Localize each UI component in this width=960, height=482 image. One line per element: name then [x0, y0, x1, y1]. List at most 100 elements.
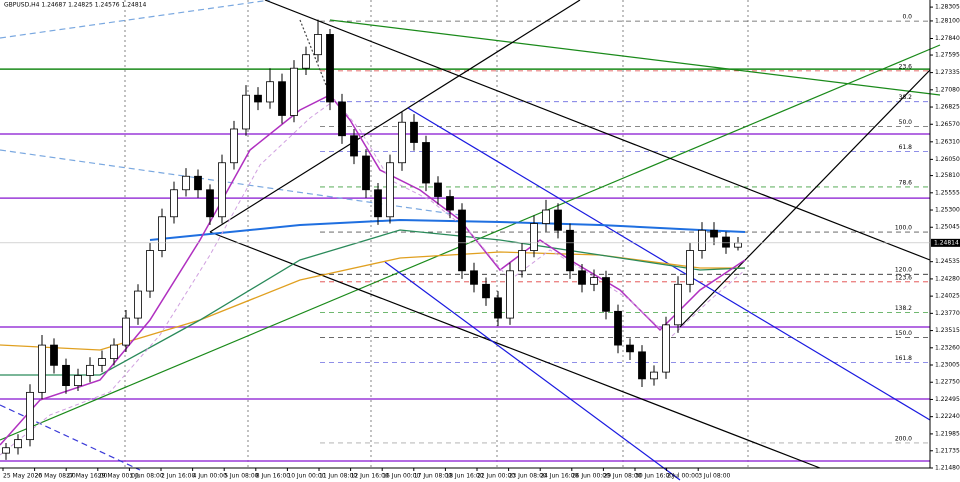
x-tick-label: 27 May 16:00: [66, 473, 107, 480]
y-tick-label: 1.24280: [935, 275, 960, 282]
candle-body: [98, 358, 106, 366]
x-tick-label: 26 May 08:00: [35, 473, 76, 480]
candle-body: [638, 351, 646, 380]
candle-body: [518, 250, 526, 272]
x-tick-label: 30 Jun 16:00: [635, 473, 673, 480]
y-tick-label: 1.23770: [935, 310, 960, 317]
fib-label: 120.0: [895, 267, 912, 274]
candle-body: [482, 283, 490, 299]
moving-averages: [0, 94, 746, 456]
candle-body: [626, 344, 634, 353]
candle-body: [362, 155, 370, 191]
candle-body: [722, 236, 730, 248]
y-tick-label: 1.26050: [935, 156, 960, 163]
candle-body: [662, 324, 670, 373]
x-tick-label: 2 Jul 00:00: [667, 473, 699, 480]
candle-body: [206, 189, 214, 218]
x-tick-label: 23 Jun 08:00: [509, 473, 547, 480]
candle-body: [398, 121, 406, 164]
candle-body: [182, 175, 190, 191]
candle-body: [38, 344, 46, 393]
x-tick-label: 8 Jun 16:00: [256, 473, 290, 480]
candle-body: [614, 310, 622, 346]
candle-body: [110, 344, 118, 359]
y-tick-label: 1.23515: [935, 327, 960, 334]
horizontal-lines: [0, 68, 930, 462]
candle-body: [50, 344, 58, 366]
candle-body: [338, 101, 346, 137]
candle-body: [710, 229, 718, 238]
y-tick-label: 1.24025: [935, 293, 960, 300]
candle-body: [146, 250, 154, 292]
x-tick-label: 5 Jun 08:00: [224, 473, 258, 480]
y-tick-label: 1.25300: [935, 207, 960, 214]
candle-body: [158, 216, 166, 251]
candle-body: [218, 162, 226, 218]
candle-body: [578, 270, 586, 285]
candle-body: [674, 283, 682, 326]
candle-body: [278, 81, 286, 116]
period-separators: [124, 0, 749, 468]
y-tick-label: 1.27080: [935, 86, 960, 93]
candle-body: [698, 229, 706, 251]
candle-body: [506, 270, 514, 319]
x-tick-label: 17 Jun 08:00: [414, 473, 452, 480]
y-tick-label: 1.22240: [935, 413, 960, 420]
x-tick-label: 29 Jun 08:00: [603, 473, 641, 480]
x-tick-label: 24 Jun 16:00: [540, 473, 578, 480]
candle-body: [134, 290, 142, 319]
candle-body: [590, 277, 598, 285]
candle-body: [686, 250, 694, 285]
candle-body: [2, 447, 10, 454]
candle-body: [458, 209, 466, 272]
y-tick-label: 1.23260: [935, 344, 960, 351]
candle-body: [542, 209, 550, 224]
candle-body: [254, 94, 262, 103]
fib-label: 38.2: [899, 94, 913, 101]
y-tick-label: 1.26570: [935, 121, 960, 128]
candle-body: [374, 189, 382, 218]
y-tick-label: 1.22495: [935, 396, 960, 403]
candle-body: [530, 223, 538, 251]
x-tick-label: 26 Jun 00:00: [572, 473, 610, 480]
candle-body: [410, 121, 418, 143]
fib-label: 78.6: [899, 179, 913, 186]
candle-body: [350, 135, 358, 157]
candle-body: [86, 364, 94, 376]
fib-label: 50.0: [899, 119, 913, 126]
candle-body: [62, 364, 70, 387]
x-tick-label: 4 Jun 00:00: [193, 473, 227, 480]
y-tick-label: 1.27335: [935, 69, 960, 76]
y-tick-label: 1.24535: [935, 258, 960, 265]
candle-body: [734, 242, 742, 248]
y-tick-label: 1.22750: [935, 379, 960, 386]
candle-body: [566, 229, 574, 272]
y-tick-label: 1.28100: [935, 17, 960, 24]
x-tick-label: 16 Jun 00:00: [382, 473, 420, 480]
price-axis: 1.28305 1.28100 1.27840 1.27595 1.27335 1.270…: [0, 4, 960, 472]
chart-title: GBPUSD,H4 1.24687 1.24825 1.24576 1.2481…: [4, 2, 146, 9]
x-tick-label: 10 Jun 00:00: [287, 473, 325, 480]
fib-label: 200.0: [895, 435, 912, 442]
candle-body: [470, 270, 478, 285]
y-tick-label: 1.28305: [935, 4, 960, 11]
x-tick-label: 25 May 2020: [3, 473, 42, 480]
candle-body: [554, 209, 562, 231]
y-tick-label: 1.25810: [935, 172, 960, 179]
x-tick-label: 11 Jun 08:00: [319, 473, 357, 480]
candle-body: [74, 375, 82, 387]
candle-body: [26, 391, 34, 441]
x-tick-label: 18 Jun 16:00: [445, 473, 483, 480]
candles: [2, 19, 742, 460]
candle-body: [242, 94, 250, 130]
y-tick-label: 1.21735: [935, 447, 960, 454]
fib-label: 138.2: [895, 305, 912, 312]
y-tick-label: 1.26825: [935, 104, 960, 111]
candle-body: [302, 54, 310, 69]
trend-lines: [0, 0, 941, 481]
candle-body: [314, 34, 322, 56]
candle-body: [122, 317, 130, 346]
y-tick-label: 1.27840: [935, 35, 960, 42]
candle-body: [290, 67, 298, 116]
